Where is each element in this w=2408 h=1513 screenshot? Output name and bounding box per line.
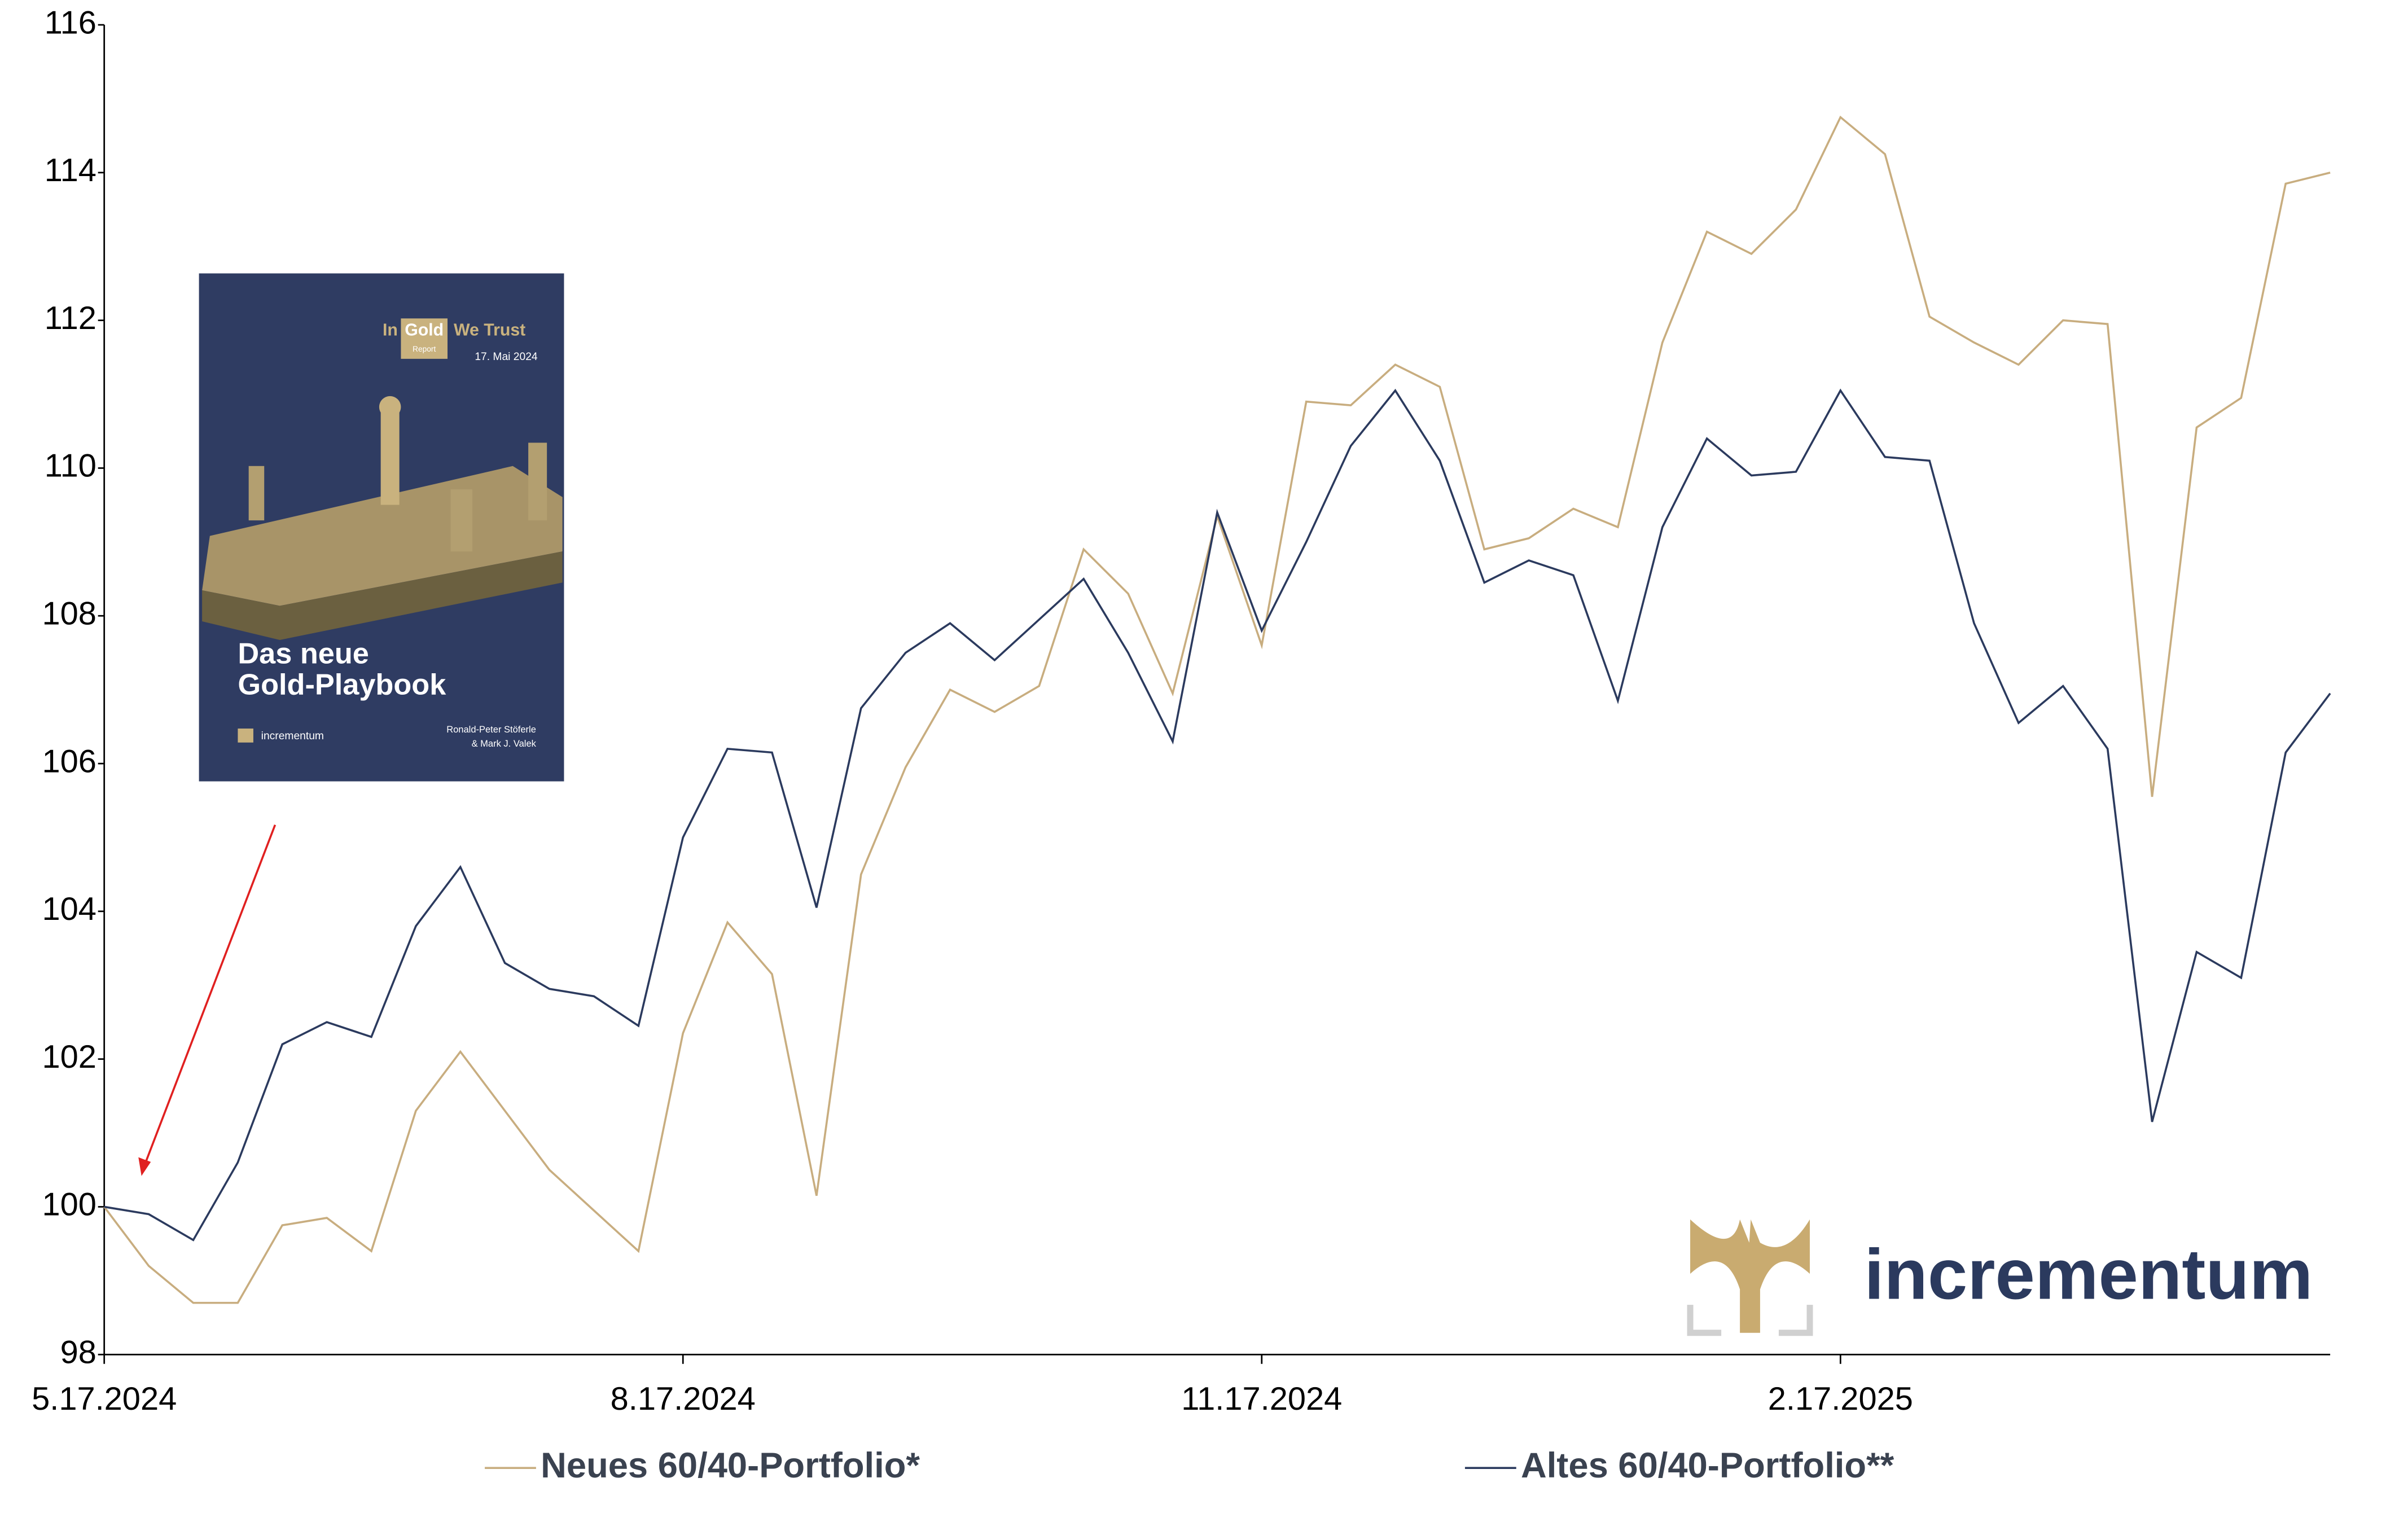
cover-brand: Gold: [405, 321, 444, 339]
chess-piece: [450, 489, 473, 552]
y-tick-label: 114: [45, 152, 97, 188]
x-tick-label: 5.17.2024: [32, 1381, 177, 1417]
logo-base: [1778, 1305, 1813, 1336]
report-cover: In Gold We Trust Report 17. Mai 2024 Das…: [199, 273, 564, 782]
legend-label: Altes 60/40-Portfolio**: [1521, 1446, 1894, 1485]
y-tick-label: 110: [45, 448, 97, 484]
y-tick-label: 106: [42, 743, 96, 779]
logo-text: incrementum: [1864, 1234, 2313, 1314]
cover-authors: & Mark J. Valek: [472, 739, 537, 749]
cover-brand: In: [383, 321, 398, 339]
chess-king: [380, 411, 400, 505]
legend-label: Neues 60/40-Portfolio*: [541, 1446, 920, 1485]
logo-base: [1687, 1305, 1722, 1336]
line-series: [104, 388, 2331, 1242]
brand-box: [401, 318, 448, 359]
chess-king-head: [379, 396, 401, 418]
y-tick-label: 112: [45, 300, 97, 336]
chess-piece: [248, 466, 265, 521]
logo: incrementum: [1687, 1219, 2313, 1336]
cover-title: Gold-Playbook: [238, 668, 446, 701]
cover-brand: We Trust: [454, 321, 525, 339]
x-tick-label: 11.17.2024: [1181, 1381, 1342, 1417]
x-tick-label: 2.17.2025: [1768, 1381, 1913, 1417]
cover-date: 17. Mai 2024: [475, 351, 538, 363]
arrow: [143, 824, 277, 1166]
cover-authors: Ronald-Peter Stöferle: [446, 725, 536, 735]
y-tick-label: 116: [45, 5, 97, 41]
y-tick-label: 98: [60, 1335, 97, 1371]
y-tick-label: 108: [42, 596, 96, 632]
chess-piece: [528, 442, 547, 521]
arrow-head: [138, 1157, 151, 1176]
logo-tree: [1690, 1219, 1810, 1333]
cover-title: Das neue: [238, 637, 369, 670]
y-tick-label: 104: [42, 891, 96, 927]
chessboard-side: [202, 551, 563, 641]
cover-publisher: incrementum: [261, 730, 324, 742]
y-tick-label: 100: [42, 1187, 96, 1223]
cover-logo-icon: [238, 728, 253, 743]
cover-report: Report: [413, 345, 436, 353]
x-tick-label: 8.17.2024: [611, 1381, 756, 1417]
y-tick-label: 102: [42, 1039, 96, 1075]
